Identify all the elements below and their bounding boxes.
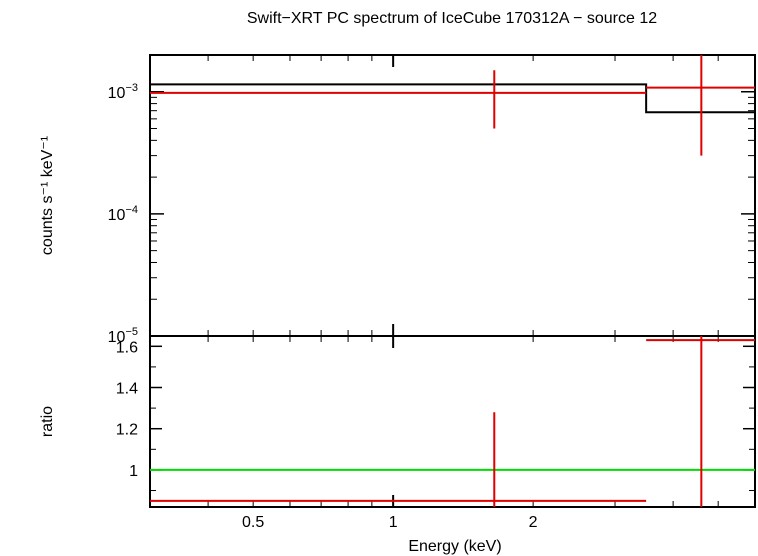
ratio-x-ticks: 0.5 1 2: [149, 336, 756, 531]
x-tick-label: 0.5: [242, 514, 264, 531]
ratio-y-axis-label: ratio: [39, 406, 56, 437]
x-axis-label: Energy (keV): [408, 538, 501, 555]
ratio-panel: 1 1.2 1.4 1.6 0.5 1 2: [116, 335, 756, 531]
spectrum-panel-frame: [149, 54, 756, 337]
spectrum-y-ticks: 10−3 10−4 10−5: [108, 54, 755, 346]
x-tick-label: 1: [389, 514, 398, 531]
x-tick-label: 2: [529, 514, 538, 531]
ratio-series: [150, 336, 755, 507]
ratio-y-tick-label: 1.6: [116, 339, 138, 356]
spectrum-y-tick-label: 10−5: [108, 326, 138, 346]
ratio-y-ticks: 1 1.2 1.4 1.6: [116, 339, 755, 492]
spectrum-y-tick-label: 10−4: [108, 204, 138, 224]
ratio-y-tick-label: 1.4: [116, 381, 138, 398]
spectrum-y-tick-label: 10−3: [108, 82, 138, 102]
spectrum-series: [150, 55, 755, 156]
ratio-y-tick-label: 1: [129, 463, 138, 480]
spectrum-panel: 10−3 10−4 10−5: [108, 54, 756, 346]
spectrum-x-ticks: [149, 55, 756, 336]
ratio-panel-frame: [149, 335, 756, 508]
spectrum-y-axis-label: counts s⁻¹ keV⁻¹: [39, 136, 56, 255]
chart-title: Swift−XRT PC spectrum of IceCube 170312A…: [247, 10, 657, 27]
ratio-y-tick-label: 1.2: [116, 422, 138, 439]
